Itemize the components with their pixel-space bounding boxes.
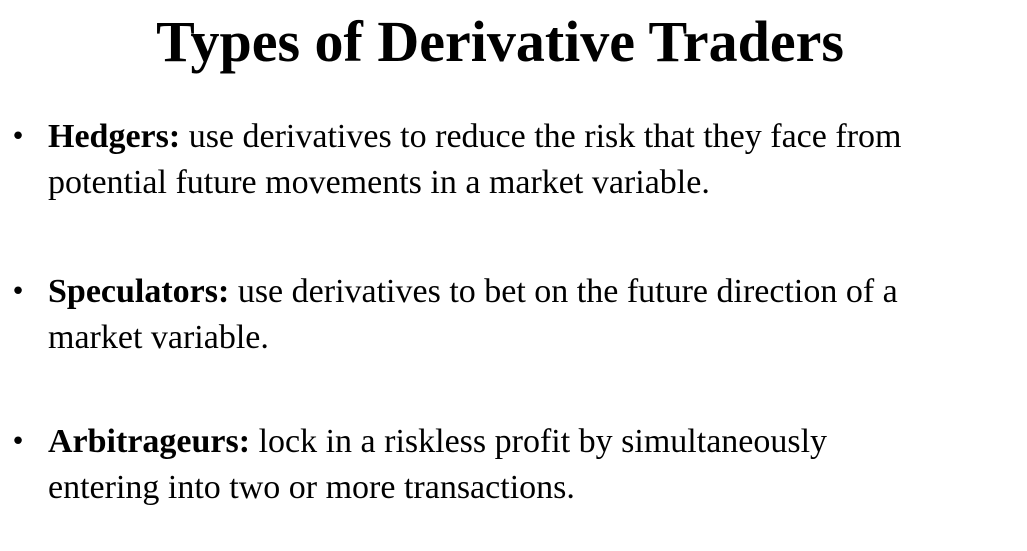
bullet-text: Hedgers: use derivatives to reduce the r…: [48, 114, 1008, 206]
bullet-line-1: Hedgers: use derivatives to reduce the r…: [48, 114, 1008, 160]
bullet-line-2: market variable.: [48, 319, 269, 356]
bullet-line-2: potential future movements in a market v…: [48, 164, 710, 201]
bullet-description: use derivatives to reduce the risk that …: [180, 118, 902, 155]
bullet-point-icon: •: [10, 122, 26, 152]
bullet-description: lock in a riskless profit by simultaneou…: [250, 423, 828, 460]
bullet-text: Arbitrageurs: lock in a riskless profit …: [48, 419, 1008, 511]
slide-title: Types of Derivative Traders: [156, 9, 844, 74]
bullet-line-1: Arbitrageurs: lock in a riskless profit …: [48, 419, 1008, 465]
bullet-point-icon: •: [10, 427, 26, 457]
bullet-term: Speculators:: [48, 273, 230, 310]
bullet-term: Hedgers:: [48, 118, 181, 155]
bullet-point-icon: •: [10, 277, 26, 307]
bullet-line-1: Speculators: use derivatives to bet on t…: [48, 269, 1008, 315]
bullet-text: Speculators: use derivatives to bet on t…: [48, 269, 1008, 361]
bullet-line-2: entering into two or more transactions.: [48, 469, 575, 506]
bullet-term: Arbitrageurs:: [48, 423, 251, 460]
bullet-description: use derivatives to bet on the future dir…: [229, 273, 898, 310]
